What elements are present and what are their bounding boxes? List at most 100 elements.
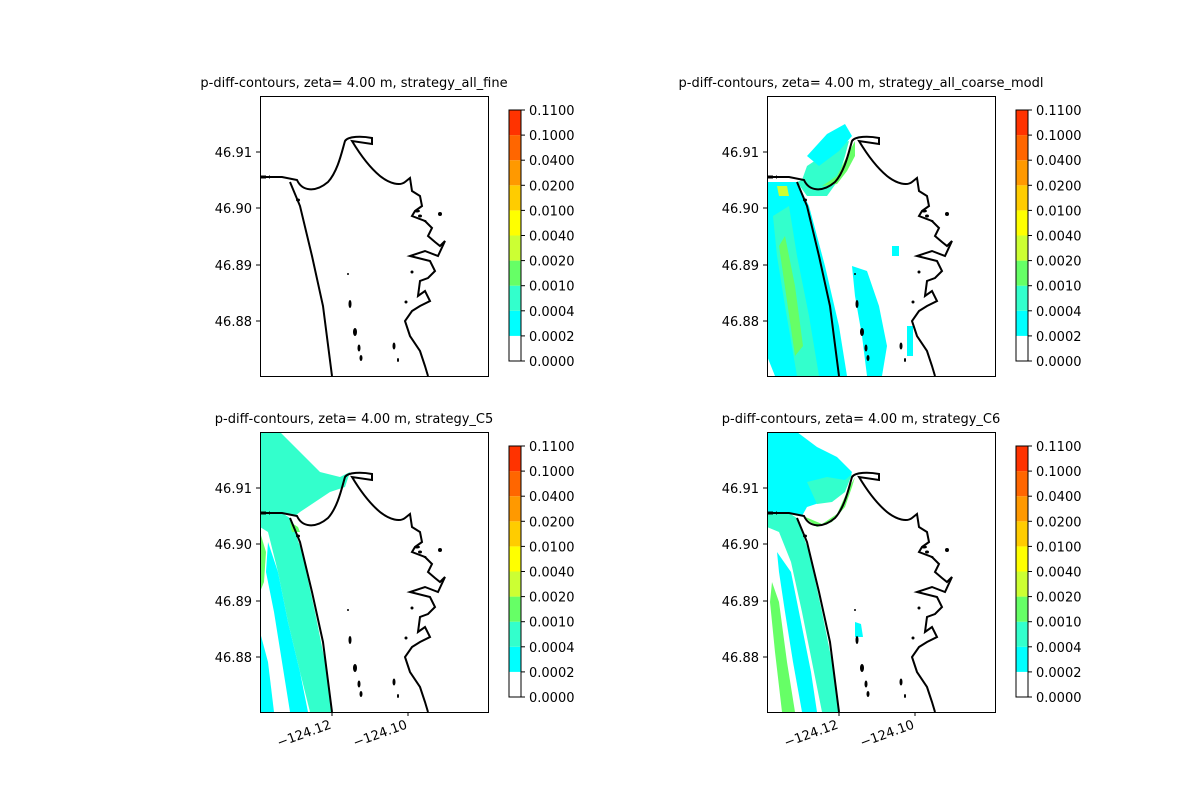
islet bbox=[347, 609, 349, 611]
colorbar-tick-label: 0.0010 bbox=[529, 616, 575, 631]
colorbar-tick-label: 0.0200 bbox=[529, 515, 575, 530]
contour-fill bbox=[260, 632, 274, 712]
colorbar-tick-label: 0.0010 bbox=[529, 280, 575, 295]
islet bbox=[397, 358, 399, 362]
colorbar-swatch bbox=[1016, 335, 1028, 361]
axes-frame bbox=[767, 96, 996, 377]
colorbar-tick-label: 0.1100 bbox=[529, 104, 575, 119]
colorbar-tick-label: 0.0100 bbox=[1036, 204, 1082, 219]
panel-title: p-diff-contours, zeta= 4.00 m, strategy_… bbox=[722, 412, 1000, 427]
colorbar-swatch bbox=[1016, 521, 1028, 547]
x-tick-label: −124.10 bbox=[858, 718, 916, 751]
colorbar-tick-label: 0.0000 bbox=[1036, 355, 1082, 370]
colorbar-tick-label: 0.0400 bbox=[529, 154, 575, 169]
y-tick-label: 46.91 bbox=[722, 146, 759, 161]
islet bbox=[410, 270, 414, 274]
colorbar-swatch bbox=[1016, 185, 1028, 211]
islet bbox=[353, 664, 357, 672]
colorbar-swatch bbox=[1016, 496, 1028, 522]
islet bbox=[925, 214, 929, 218]
colorbar: 0.0000 0.0002 0.0004 0.0010 0.0020 0.0040 0.01… bbox=[508, 104, 575, 370]
colorbar-tick-label: 0.0004 bbox=[529, 641, 575, 656]
y-tick-label: 46.89 bbox=[215, 259, 252, 274]
coastline-segment bbox=[796, 181, 840, 376]
colorbar-swatch bbox=[509, 235, 521, 261]
contour-fill bbox=[260, 432, 350, 516]
contour-fill bbox=[852, 266, 887, 376]
islet bbox=[921, 209, 927, 213]
islet bbox=[423, 220, 427, 222]
contour-fill bbox=[260, 532, 266, 592]
colorbar-swatch bbox=[509, 185, 521, 211]
y-tick-label: 46.91 bbox=[215, 482, 252, 497]
islet bbox=[925, 550, 929, 554]
islet bbox=[860, 664, 864, 672]
colorbar-swatch bbox=[509, 110, 521, 136]
y-tick-label: 46.91 bbox=[215, 146, 252, 161]
colorbar-tick-label: 0.0020 bbox=[529, 255, 575, 270]
islet bbox=[855, 636, 859, 644]
plot-area bbox=[260, 432, 446, 712]
colorbar-swatch bbox=[509, 546, 521, 572]
islet bbox=[917, 606, 921, 610]
islet bbox=[414, 209, 420, 213]
y-tick-label: 46.90 bbox=[215, 538, 252, 553]
islet bbox=[392, 678, 396, 686]
colorbar-swatch bbox=[1016, 621, 1028, 647]
colorbar-swatch bbox=[509, 310, 521, 336]
colorbar-tick-label: 0.0040 bbox=[1036, 566, 1082, 581]
islet bbox=[357, 680, 361, 688]
islet bbox=[347, 273, 349, 275]
y-tick-label: 46.89 bbox=[722, 595, 759, 610]
coastline bbox=[260, 471, 446, 712]
islet bbox=[348, 300, 352, 308]
colorbar-tick-label: 0.0020 bbox=[1036, 255, 1082, 270]
colorbar-swatch bbox=[1016, 471, 1028, 497]
colorbar-swatch bbox=[509, 210, 521, 236]
islet bbox=[392, 342, 396, 350]
contour-fill bbox=[767, 432, 852, 516]
colorbar-swatch bbox=[509, 285, 521, 311]
plot-area bbox=[767, 124, 953, 376]
islet bbox=[899, 678, 903, 686]
contour-fill bbox=[770, 582, 795, 712]
axes-frame bbox=[260, 432, 489, 713]
islet bbox=[864, 680, 868, 688]
panel-1: p-diff-contours, zeta= 4.00 m, strategy_… bbox=[200, 76, 575, 377]
islet bbox=[803, 198, 807, 202]
colorbar-swatch bbox=[509, 135, 521, 161]
islet bbox=[418, 550, 422, 554]
axes-frame bbox=[260, 96, 489, 377]
contour-fill bbox=[260, 513, 332, 712]
colorbar-tick-label: 0.0100 bbox=[529, 204, 575, 219]
contour-fill bbox=[855, 622, 863, 637]
y-tick-label: 46.88 bbox=[722, 651, 759, 666]
islet bbox=[359, 355, 363, 361]
islet bbox=[423, 556, 427, 558]
colorbar-tick-label: 0.0400 bbox=[529, 490, 575, 505]
colorbar-tick-label: 0.0002 bbox=[529, 330, 575, 345]
colorbar-swatch bbox=[509, 260, 521, 286]
colorbar: 0.0000 0.0002 0.0004 0.0010 0.0020 0.0040 0.01… bbox=[1015, 104, 1082, 370]
colorbar-tick-label: 0.0200 bbox=[1036, 515, 1082, 530]
y-tick-label: 46.90 bbox=[722, 202, 759, 217]
islet bbox=[945, 212, 949, 216]
islet bbox=[864, 344, 868, 352]
colorbar-swatch bbox=[509, 496, 521, 522]
colorbar-tick-label: 0.0040 bbox=[529, 230, 575, 245]
islet bbox=[854, 273, 856, 275]
colorbar-swatch bbox=[1016, 546, 1028, 572]
colorbar-tick-label: 0.0004 bbox=[1036, 305, 1082, 320]
islet bbox=[438, 212, 442, 216]
colorbar-swatch bbox=[509, 571, 521, 597]
y-tick-label: 46.91 bbox=[722, 482, 759, 497]
colorbar-tick-label: 0.1000 bbox=[1036, 465, 1082, 480]
colorbar-tick-label: 0.0400 bbox=[1036, 490, 1082, 505]
colorbar-swatch bbox=[509, 671, 521, 697]
islet bbox=[921, 545, 927, 549]
colorbar-tick-label: 0.0002 bbox=[1036, 666, 1082, 681]
colorbar-swatch bbox=[509, 446, 521, 472]
colorbar-tick-label: 0.0000 bbox=[529, 691, 575, 706]
islet bbox=[855, 300, 859, 308]
contour-fill bbox=[779, 236, 803, 356]
